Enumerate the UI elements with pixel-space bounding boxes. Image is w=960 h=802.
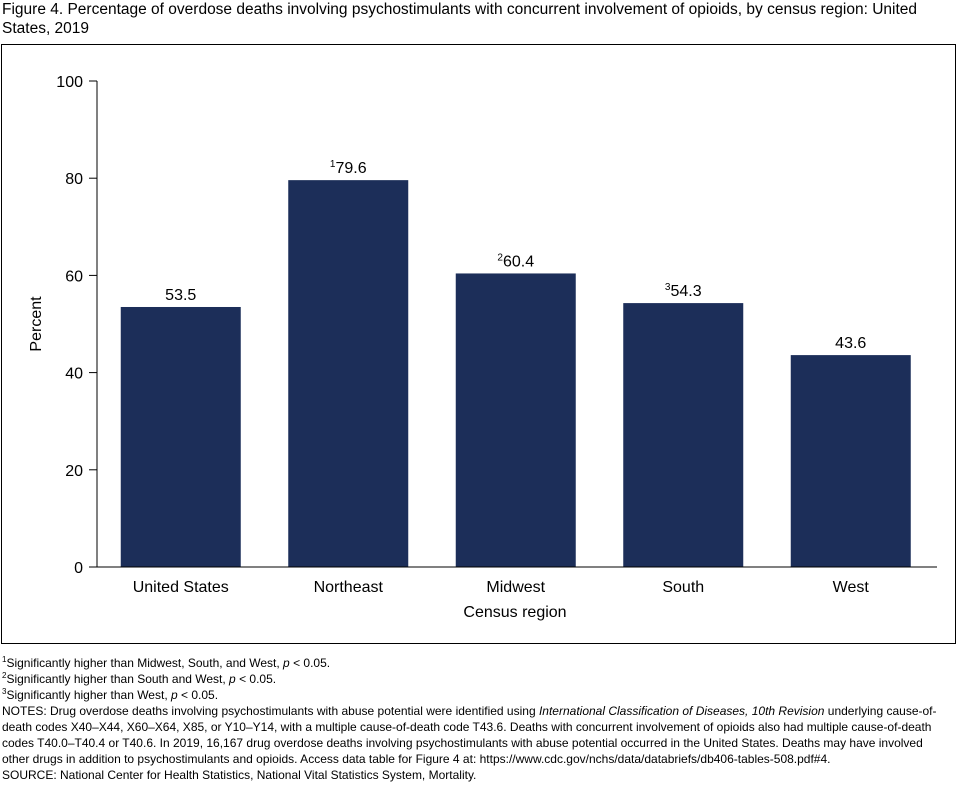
y-axis: 0 20 40 60 80 100 <box>56 74 98 577</box>
bar <box>623 303 744 567</box>
footnote-1-mark: 1 <box>2 655 7 664</box>
notes-section: 1Significantly higher than Midwest, Sout… <box>2 655 952 783</box>
bar <box>790 355 911 567</box>
bar-value-label: 43.6 <box>835 335 866 352</box>
y-tick-label: 60 <box>65 268 83 285</box>
y-tick-label: 0 <box>74 560 83 577</box>
bar-value-label: 260.4 <box>497 252 534 270</box>
source-line: SOURCE: National Center for Health Stati… <box>2 768 477 782</box>
footnote-3: 3Significantly higher than West, p < 0.0… <box>2 687 952 703</box>
bar <box>455 273 576 567</box>
x-tick-label: Northeast <box>314 579 384 596</box>
footnote-1: 1Significantly higher than Midwest, Sout… <box>2 655 952 671</box>
bar-label-footnote-mark: 1 <box>330 159 336 170</box>
figure-title: Figure 4. Percentage of overdose deaths … <box>2 1 917 37</box>
x-tick-label: South <box>662 579 704 596</box>
footnote-2: 2Significantly higher than South and Wes… <box>2 671 952 687</box>
footnote-1-tail: < 0.05. <box>289 656 331 670</box>
y-axis-title: Percent <box>28 296 45 352</box>
bar-label-footnote-mark: 3 <box>665 282 671 293</box>
y-tick-label: 100 <box>56 74 83 91</box>
footnote-2-p: p <box>229 672 236 686</box>
bar-label-value: 79.6 <box>335 160 366 177</box>
y-tick-label: 80 <box>65 171 83 188</box>
bar <box>120 306 241 567</box>
footnote-3-p: p <box>170 688 178 702</box>
footnote-3-tail: < 0.05. <box>177 688 219 702</box>
bar-label-value: 54.3 <box>670 283 701 300</box>
bar-value-label: 354.3 <box>665 282 702 300</box>
footnote-1-text: Significantly higher than Midwest, South… <box>6 656 284 670</box>
footnote-2-mark: 2 <box>2 671 7 680</box>
x-axis: United States Northeast Midwest South West <box>97 566 937 596</box>
x-tick-label: Midwest <box>486 579 545 596</box>
footnote-1-p: p <box>283 656 290 670</box>
footnote-3-mark: 3 <box>2 687 7 696</box>
y-tick-label: 20 <box>65 463 83 480</box>
x-tick-label: United States <box>133 579 229 596</box>
bars-group: 53.5 179.6 260.4 354.3 43.6 <box>120 159 911 568</box>
bar-value-label: 179.6 <box>330 159 367 177</box>
bar-chart: 0 20 40 60 80 100 53.5 179.6 260.4 354.3 43.6 Uni… <box>28 74 937 621</box>
bar-label-value: 60.4 <box>503 253 534 270</box>
footnote-2-text: Significantly higher than South and West… <box>6 672 230 686</box>
bar <box>288 180 409 568</box>
x-axis-title: Census region <box>463 604 566 621</box>
bar-label-footnote-mark: 2 <box>497 252 503 263</box>
bar-value-label: 53.5 <box>165 287 196 304</box>
notes-part-2: underlying cause-of-death codes X40–X44,… <box>2 704 937 766</box>
chart-frame: 0 20 40 60 80 100 53.5 179.6 260.4 354.3 43.6 Uni… <box>1 44 956 644</box>
notes-part-1: NOTES: Drug overdose deaths involving ps… <box>2 704 539 718</box>
y-tick-label: 40 <box>65 366 83 383</box>
x-tick-label: West <box>833 579 870 596</box>
notes-text: NOTES: Drug overdose deaths involving ps… <box>2 703 952 767</box>
footnote-2-tail: < 0.05. <box>235 672 277 686</box>
footnote-3-text: Significantly higher than West, <box>6 688 171 702</box>
notes-icd-title: International Classification of Diseases… <box>538 704 825 718</box>
